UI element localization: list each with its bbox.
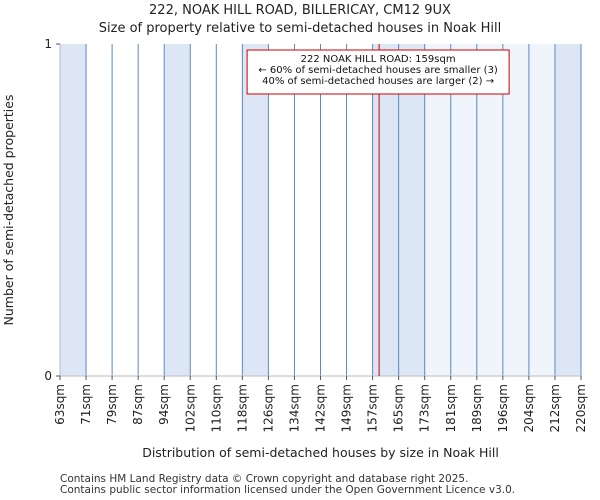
x-tick-label: 142sqm bbox=[314, 384, 328, 432]
x-tick-label: 79sqm bbox=[105, 384, 119, 425]
x-tick-label: 94sqm bbox=[157, 384, 171, 425]
bar[interactable] bbox=[554, 44, 581, 376]
x-tick-label: 118sqm bbox=[235, 384, 249, 432]
annotation-line: ← 60% of semi-detached houses are smalle… bbox=[258, 65, 498, 76]
chart-title-address: 222, NOAK HILL ROAD, BILLERICAY, CM12 9U… bbox=[149, 3, 451, 18]
bin-shade bbox=[476, 44, 503, 376]
bin-shade bbox=[528, 44, 555, 376]
y-tick-label: 0 bbox=[44, 369, 52, 383]
x-tick-label: 173sqm bbox=[418, 384, 432, 432]
x-tick-label: 212sqm bbox=[548, 384, 562, 432]
x-tick-label: 87sqm bbox=[131, 384, 145, 425]
x-tick-label: 110sqm bbox=[209, 384, 223, 432]
x-tick-label: 220sqm bbox=[574, 384, 588, 432]
y-tick-label: 1 bbox=[44, 37, 52, 51]
x-tick-label: 189sqm bbox=[470, 384, 484, 432]
chart-title-subtitle: Size of property relative to semi-detach… bbox=[98, 21, 502, 36]
x-tick-label: 102sqm bbox=[183, 384, 197, 432]
x-tick-label: 157sqm bbox=[366, 384, 380, 432]
bin-shade bbox=[424, 44, 451, 376]
bar[interactable] bbox=[372, 44, 399, 376]
annotation-line: 222 NOAK HILL ROAD: 159sqm bbox=[301, 54, 456, 65]
annotation-line: 40% of semi-detached houses are larger (… bbox=[262, 76, 494, 87]
bar[interactable] bbox=[242, 44, 269, 376]
x-tick-label: 181sqm bbox=[444, 384, 458, 432]
x-tick-label: 165sqm bbox=[392, 384, 406, 432]
footer-licence: Contains public sector information licen… bbox=[60, 484, 516, 496]
x-tick-label: 196sqm bbox=[496, 384, 510, 432]
x-tick-label: 134sqm bbox=[287, 384, 301, 432]
x-tick-label: 126sqm bbox=[261, 384, 275, 432]
footer-copyright: Contains HM Land Registry data © Crown c… bbox=[60, 473, 469, 485]
bin-shade bbox=[450, 44, 477, 376]
bar[interactable] bbox=[164, 44, 191, 376]
bar[interactable] bbox=[60, 44, 87, 376]
chart: 0 1 63sqm 71sqm 79sqm 87sqm 94sqm 102sqm 110sqm 1… bbox=[1, 37, 588, 460]
x-tick-label: 63sqm bbox=[53, 384, 67, 425]
x-tick-label: 71sqm bbox=[79, 384, 93, 425]
bar[interactable] bbox=[398, 44, 425, 376]
bin-shade bbox=[502, 44, 529, 376]
x-tick-label: 204sqm bbox=[522, 384, 536, 432]
annotation-box bbox=[246, 49, 510, 95]
x-axis-label: Distribution of semi-detached houses by … bbox=[142, 445, 499, 460]
y-axis-label: Number of semi-detached properties bbox=[1, 95, 16, 326]
x-tick-label: 149sqm bbox=[340, 384, 354, 432]
